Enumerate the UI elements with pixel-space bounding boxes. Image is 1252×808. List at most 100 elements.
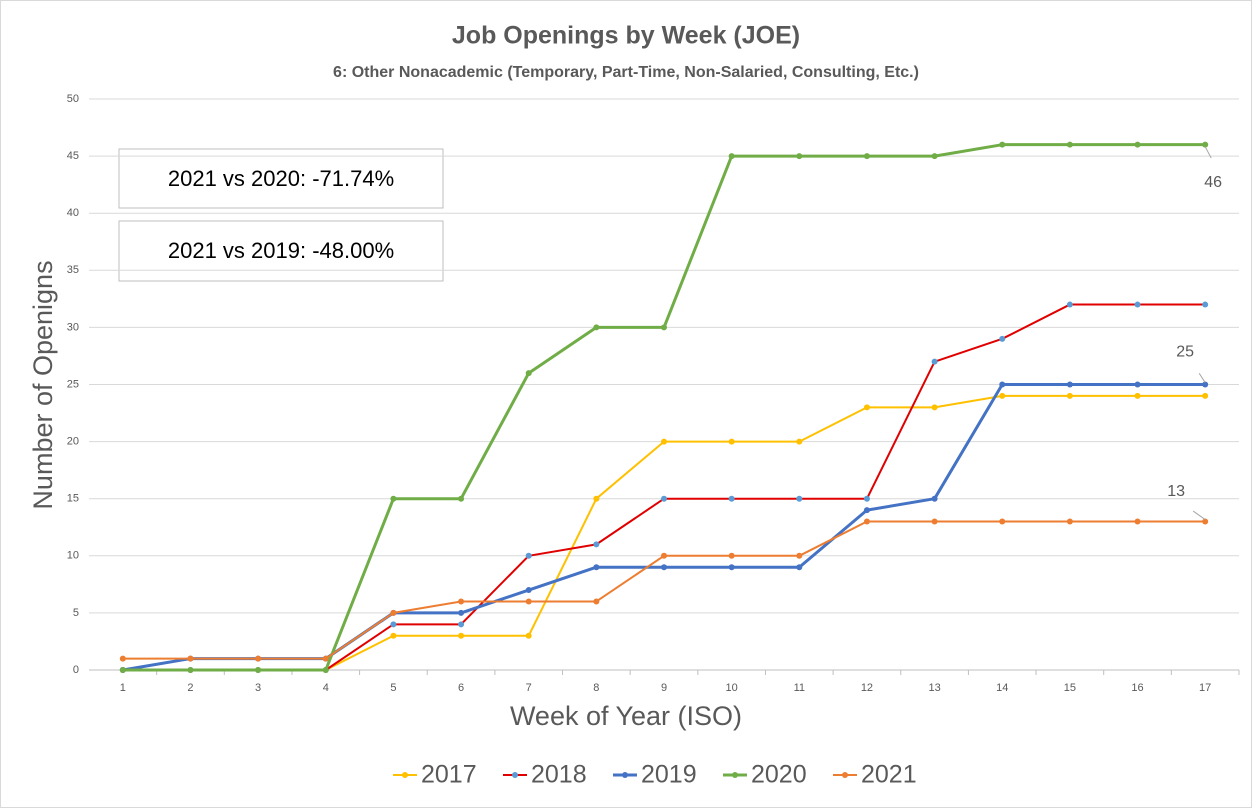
- marker: [458, 598, 465, 605]
- marker: [863, 495, 870, 502]
- marker: [593, 495, 600, 502]
- marker: [593, 564, 600, 571]
- marker: [728, 552, 735, 559]
- x-tick-label: 1: [120, 682, 126, 694]
- marker: [525, 632, 532, 639]
- marker: [728, 495, 735, 502]
- legend-marker: [842, 772, 848, 778]
- marker: [728, 564, 735, 571]
- y-tick-label: 10: [67, 550, 79, 562]
- y-tick-label: 15: [67, 493, 79, 505]
- marker: [525, 370, 532, 377]
- y-tick-label: 5: [73, 607, 79, 619]
- marker: [255, 667, 262, 673]
- marker: [728, 153, 735, 160]
- marker: [931, 153, 938, 160]
- y-tick-label: 45: [67, 150, 79, 162]
- marker: [1134, 141, 1141, 148]
- legend-label: 2021: [861, 761, 917, 789]
- marker: [255, 655, 262, 662]
- y-tick-label: 25: [67, 378, 79, 390]
- marker: [796, 438, 803, 445]
- legend-marker: [732, 772, 738, 778]
- marker: [593, 541, 600, 548]
- annotation: 2021 vs 2019: -48.00%: [168, 238, 394, 263]
- marker: [999, 141, 1006, 148]
- marker: [661, 552, 667, 559]
- legend-marker: [402, 772, 408, 778]
- marker: [119, 667, 126, 673]
- marker: [796, 153, 803, 160]
- annotation: 2021 vs 2020: -71.74%: [168, 166, 394, 191]
- x-tick-label: 3: [255, 682, 261, 694]
- legend-label: 2020: [751, 761, 807, 789]
- marker: [1134, 301, 1141, 308]
- marker: [119, 655, 126, 662]
- marker: [931, 404, 938, 411]
- marker: [728, 438, 735, 445]
- legend-label: 2017: [421, 761, 477, 789]
- marker: [1066, 381, 1073, 388]
- x-tick-label: 13: [928, 682, 940, 694]
- x-tick-label: 2: [187, 682, 193, 694]
- marker: [999, 518, 1006, 525]
- x-tick-label: 4: [323, 682, 329, 694]
- marker: [931, 358, 938, 365]
- marker: [863, 153, 870, 160]
- x-tick-label: 5: [390, 682, 396, 694]
- marker: [999, 392, 1006, 399]
- annotation-box: [118, 220, 444, 282]
- leader-line: [1204, 146, 1212, 159]
- marker: [1202, 381, 1209, 388]
- chart-title: Job Openings by Week (JOE): [452, 22, 800, 50]
- legend-label: 2018: [531, 761, 587, 789]
- data-label: 46: [1204, 174, 1222, 191]
- marker: [187, 667, 194, 673]
- chart-subtitle: 6: Other Nonacademic (Temporary, Part-Ti…: [333, 64, 919, 81]
- marker: [661, 438, 667, 445]
- marker: [593, 324, 600, 331]
- marker: [525, 587, 532, 594]
- marker: [999, 335, 1006, 342]
- x-tick-label: 17: [1199, 682, 1211, 694]
- marker: [796, 495, 803, 502]
- marker: [863, 507, 870, 514]
- marker: [931, 495, 938, 502]
- x-tick-label: 6: [458, 682, 464, 694]
- y-tick-label: 35: [67, 264, 79, 276]
- x-tick-label: 9: [661, 682, 667, 694]
- y-tick-label: 40: [67, 207, 79, 219]
- marker: [661, 324, 667, 331]
- x-tick-label: 7: [526, 682, 532, 694]
- marker: [661, 495, 667, 502]
- y-tick-label: 30: [67, 321, 79, 333]
- x-tick-label: 14: [996, 682, 1008, 694]
- marker: [931, 518, 938, 525]
- y-tick-label: 50: [67, 93, 79, 105]
- data-label: 13: [1167, 483, 1185, 500]
- marker: [458, 632, 465, 639]
- marker: [390, 495, 397, 502]
- marker: [1066, 141, 1073, 148]
- data-label: 25: [1176, 344, 1194, 361]
- marker: [863, 404, 870, 411]
- marker: [1202, 518, 1209, 525]
- x-tick-label: 10: [726, 682, 738, 694]
- leader-line: [1192, 510, 1206, 520]
- x-tick-label: 11: [794, 682, 805, 694]
- legend-marker: [512, 772, 518, 778]
- marker: [661, 564, 667, 571]
- marker: [390, 609, 397, 616]
- marker: [458, 621, 465, 628]
- legend-label: 2019: [641, 761, 697, 789]
- marker: [796, 564, 803, 571]
- y-axis-label: Number of Openigns: [28, 260, 58, 509]
- marker: [1134, 381, 1141, 388]
- marker: [458, 495, 465, 502]
- marker: [525, 598, 532, 605]
- y-tick-label: 0: [73, 664, 79, 676]
- marker: [863, 518, 870, 525]
- x-axis-label: Week of Year (ISO): [510, 701, 742, 731]
